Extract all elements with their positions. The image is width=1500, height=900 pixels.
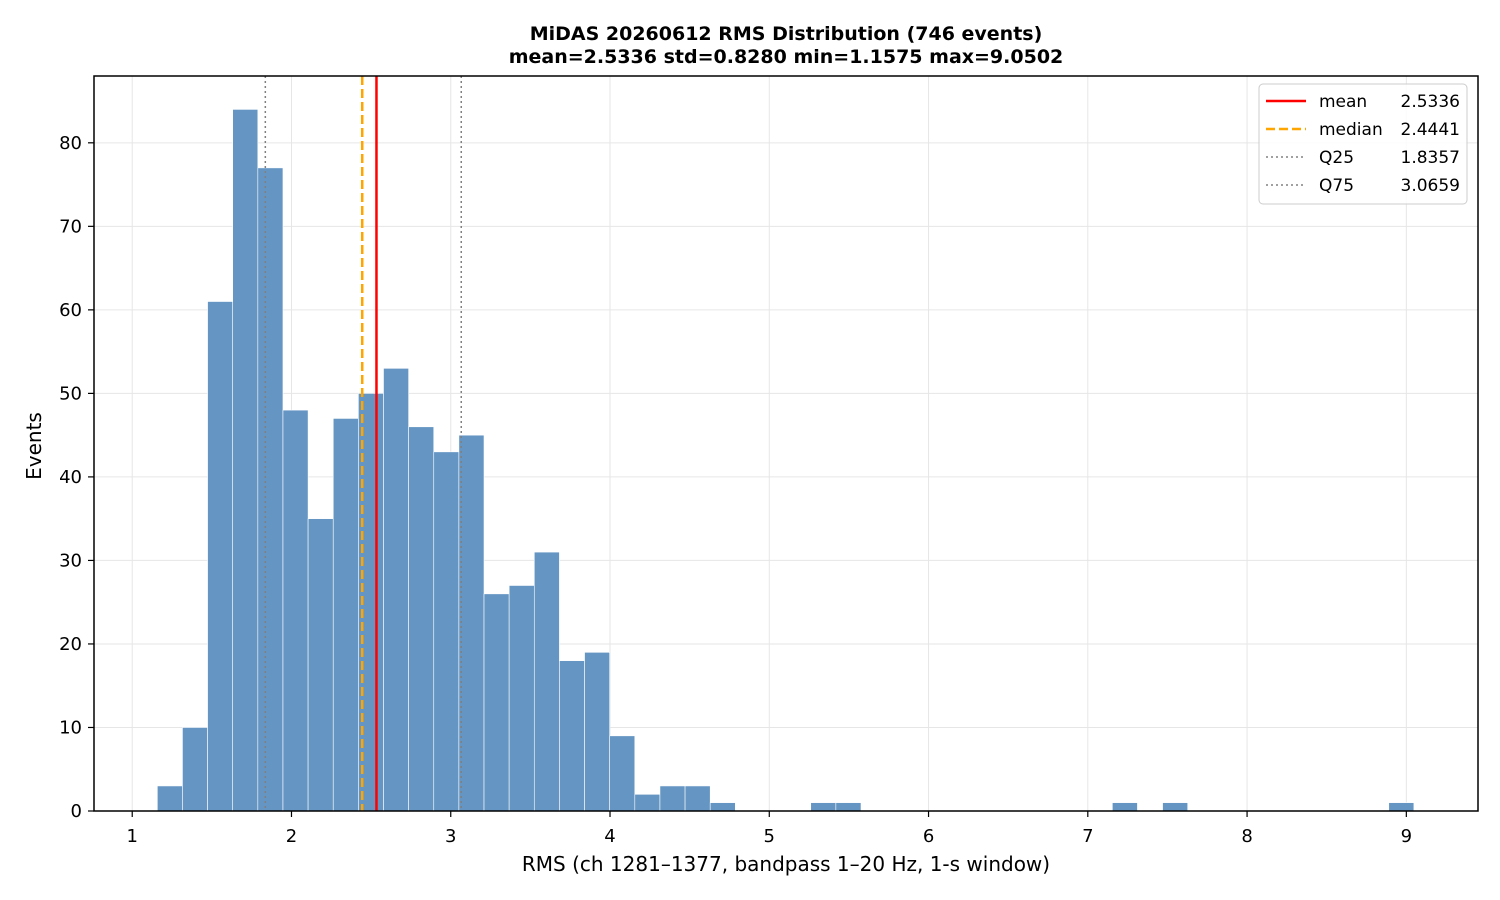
x-tick-label: 1 — [126, 826, 137, 847]
histogram-bar — [458, 434, 485, 812]
y-tick-label: 50 — [59, 383, 82, 404]
histogram-bar — [433, 451, 460, 812]
histogram-bar — [1162, 802, 1189, 812]
y-tick-label: 20 — [59, 634, 82, 655]
histogram-bar — [307, 518, 334, 812]
y-tick-label: 70 — [59, 216, 82, 237]
legend-value-mean: 2.5336 — [1401, 92, 1460, 112]
legend-value-q25: 1.8357 — [1401, 148, 1460, 168]
histogram-bar — [232, 109, 259, 812]
x-tick-label: 8 — [1241, 826, 1252, 847]
histogram-bar — [559, 660, 585, 812]
histogram-bar — [257, 167, 284, 812]
x-tick-label: 2 — [286, 826, 297, 847]
y-tick-label: 30 — [59, 550, 82, 571]
x-tick-label: 9 — [1401, 826, 1412, 847]
y-tick-label: 80 — [59, 133, 82, 154]
histogram-bar — [659, 785, 686, 812]
x-tick-label: 3 — [445, 826, 456, 847]
y-axis: 0 10 20 30 40 50 60 70 80 — [59, 133, 94, 822]
histogram-bar — [332, 418, 359, 812]
histogram-bars — [157, 109, 1415, 812]
legend-value-median: 2.4441 — [1401, 120, 1460, 140]
histogram-bar — [383, 368, 409, 812]
x-tick-label: 4 — [604, 826, 615, 847]
histogram-bar — [182, 727, 208, 812]
histogram-bar — [1388, 802, 1415, 812]
y-tick-label: 60 — [59, 300, 82, 321]
histogram-bar — [835, 802, 862, 812]
histogram-bar — [684, 785, 711, 812]
histogram-bar — [408, 426, 435, 812]
histogram-bar — [508, 585, 535, 812]
histogram-bar — [157, 785, 183, 812]
histogram-bar — [810, 802, 837, 812]
legend: mean 2.5336 median 2.4441 Q25 1.8357 Q75 3.0659 — [1258, 83, 1468, 205]
plot-frame — [93, 75, 1479, 812]
histogram-bar — [282, 409, 309, 812]
y-tick-label: 0 — [71, 801, 82, 822]
legend-label-median: median — [1319, 120, 1383, 140]
chart-title: MiDAS 20260612 RMS Distribution (746 eve… — [530, 23, 1043, 45]
histogram-bar — [207, 301, 234, 812]
x-axis: 1 2 3 4 5 6 7 8 9 — [126, 811, 1412, 847]
chart-subtitle: mean=2.5336 std=0.8280 min=1.1575 max=9.… — [509, 46, 1064, 68]
x-tick-label: 6 — [923, 826, 934, 847]
x-tick-label: 7 — [1082, 826, 1093, 847]
legend-value-q75: 3.0659 — [1401, 176, 1460, 196]
legend-label-q25: Q25 — [1319, 148, 1354, 168]
y-tick-label: 10 — [59, 717, 82, 738]
histogram-bar — [584, 652, 610, 812]
x-axis-label: RMS (ch 1281–1377, bandpass 1–20 Hz, 1-s… — [522, 852, 1050, 876]
y-axis-label: Events — [22, 412, 46, 480]
reference-lines — [264, 76, 462, 811]
y-tick-label: 40 — [59, 467, 82, 488]
legend-box — [1258, 83, 1468, 205]
legend-label-q75: Q75 — [1319, 176, 1354, 196]
histogram-bar — [709, 802, 736, 812]
x-tick-label: 5 — [764, 826, 775, 847]
histogram-bar — [483, 593, 510, 812]
histogram-bar — [609, 735, 636, 812]
histogram-bar — [533, 551, 560, 812]
legend-label-mean: mean — [1319, 92, 1367, 112]
histogram-bar — [634, 793, 661, 812]
histogram-bar — [1112, 802, 1138, 812]
